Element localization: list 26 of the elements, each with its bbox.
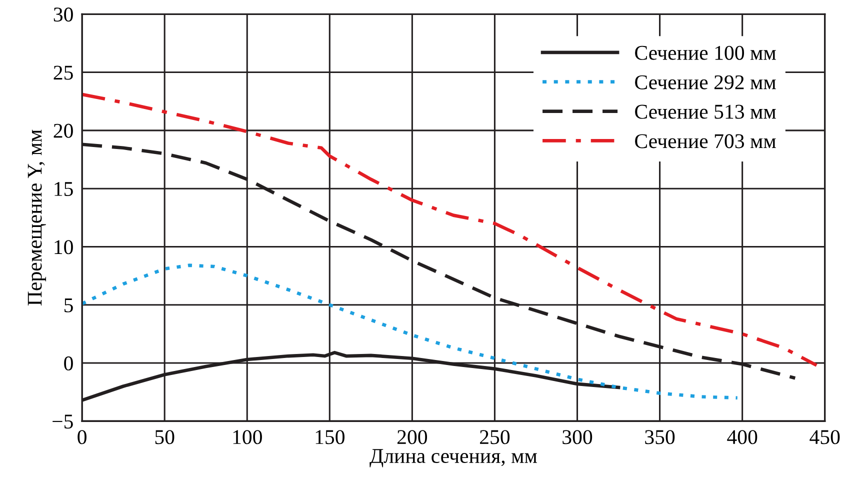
x-tick-label: 350 — [645, 430, 675, 444]
x-tick-label: 50 — [155, 430, 174, 444]
x-tick-label: 400 — [727, 430, 758, 444]
y-tick-label: −5 — [52, 414, 73, 429]
x-tick-label: 450 — [810, 430, 840, 444]
y-tick-label: 25 — [54, 66, 73, 80]
y-tick-label: 5 — [64, 298, 73, 312]
line-series — [82, 264, 740, 400]
legend-label: Сечение 513 мм — [635, 104, 776, 119]
y-axis-title: Перемещение Y, мм — [28, 130, 46, 306]
y-tick-label: 0 — [64, 356, 73, 370]
legend-label: Сечение 100 мм — [635, 46, 776, 60]
line-series — [82, 92, 818, 367]
legend-label: Сечение 703 мм — [635, 134, 776, 148]
legend-label: Сечение 292 мм — [635, 75, 776, 90]
y-tick-label: 15 — [54, 182, 73, 196]
y-tick-label: 10 — [54, 240, 73, 254]
x-tick-label: 300 — [562, 430, 592, 444]
y-tick-label: 30 — [54, 8, 73, 22]
y-tick-label: 20 — [54, 124, 73, 138]
x-tick-label: 0 — [78, 430, 86, 444]
x-axis-title: Длина сечения, мм — [370, 449, 537, 468]
x-tick-label: 150 — [316, 430, 344, 444]
x-tick-label: 250 — [480, 430, 510, 444]
x-tick-label: 200 — [397, 430, 428, 444]
x-tick-label: 100 — [233, 430, 262, 444]
